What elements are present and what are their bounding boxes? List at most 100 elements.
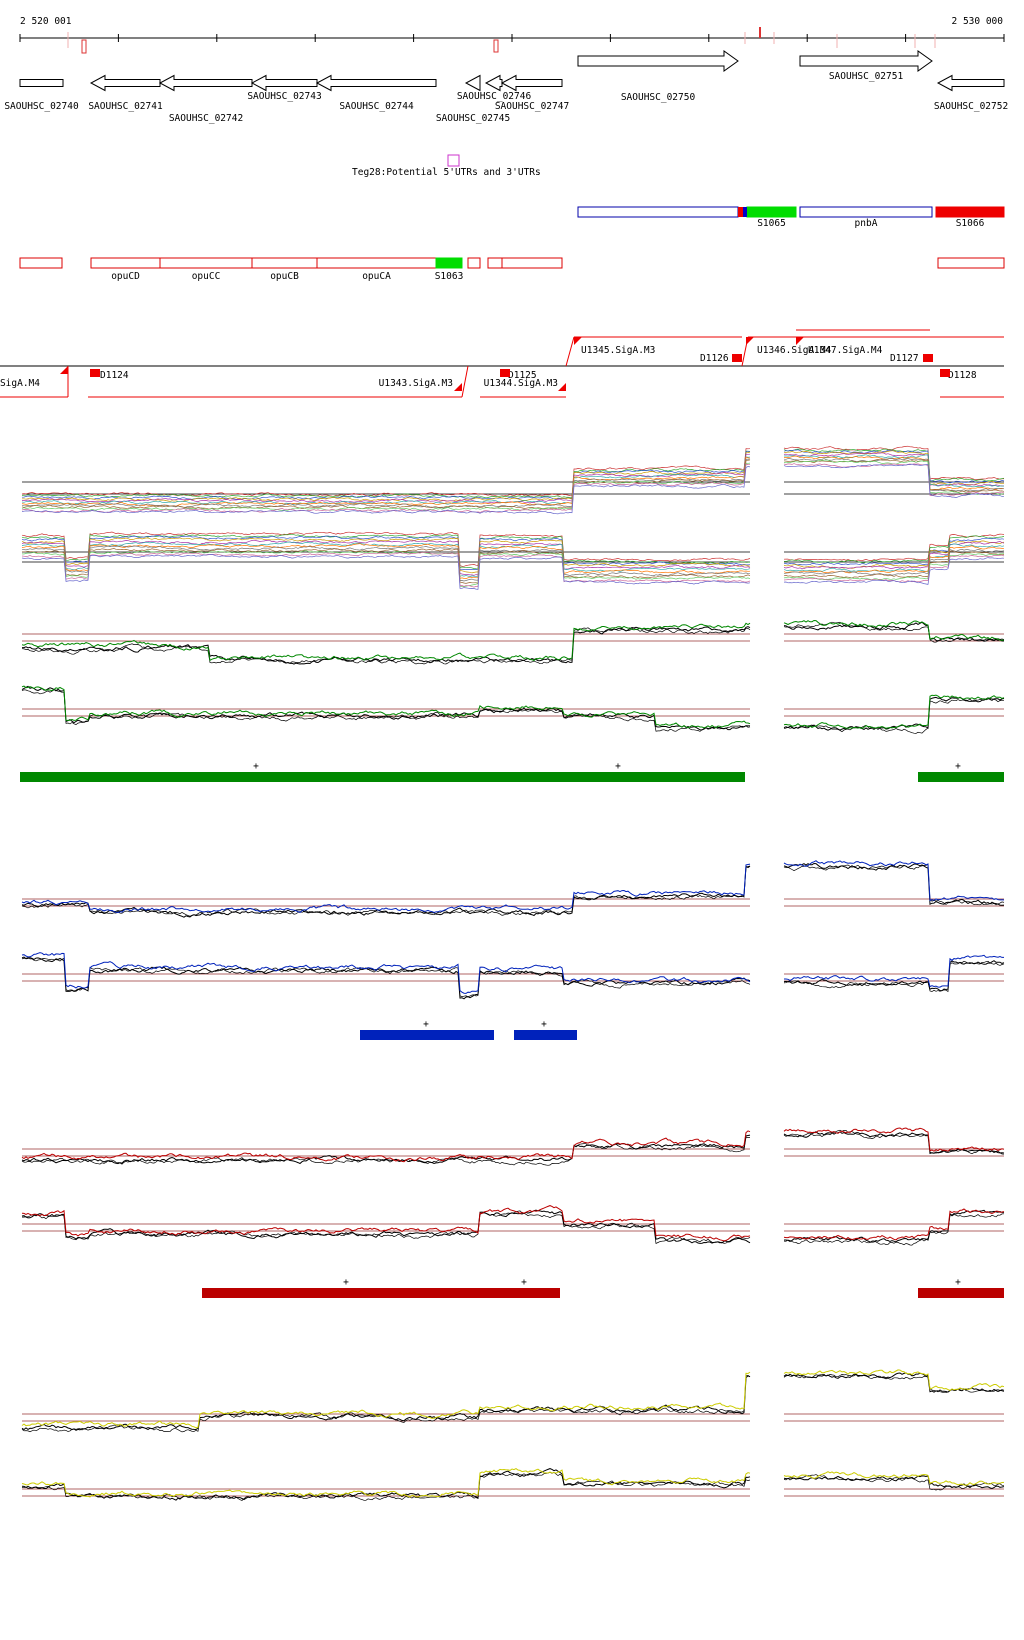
signal-trace xyxy=(783,1475,1005,1490)
ruler-ticks xyxy=(19,34,1005,42)
gene-label: SAOUHSC_02751 xyxy=(829,71,904,82)
segment-label: D1127 xyxy=(890,353,919,364)
signal-trace xyxy=(21,1471,751,1501)
gene-arrow xyxy=(577,50,739,72)
sample-trace xyxy=(783,463,1005,498)
signal-trace xyxy=(22,626,751,665)
signal-trace xyxy=(21,865,751,918)
sample-trace xyxy=(21,456,751,505)
segment-flag xyxy=(454,383,462,391)
gene-label: SAOUHSC_02750 xyxy=(621,92,696,103)
sample-trace xyxy=(783,459,1005,493)
gene-label: SAOUHSC_02744 xyxy=(339,101,414,112)
gene-label: SAOUHSC_02740 xyxy=(4,101,79,112)
signal-trace xyxy=(21,627,751,665)
gene-label: SAOUHSC_02747 xyxy=(495,101,569,112)
sample-trace xyxy=(783,458,1005,492)
feature-label: S1063 xyxy=(435,271,464,282)
feature-box xyxy=(935,206,1005,218)
feature-box xyxy=(467,257,481,269)
sample-trace xyxy=(783,554,1005,583)
teg28-track: Teg28:Potential 5'UTRs and 3'UTRs xyxy=(352,154,541,178)
signal-trace xyxy=(783,1474,1004,1491)
bar-mark: + xyxy=(615,761,621,772)
expression-bar xyxy=(202,1288,560,1298)
segment-label: 42.SigA.M4 xyxy=(0,378,40,389)
segment-label: U1343.SigA.M3 xyxy=(379,378,453,389)
sample-trace xyxy=(21,450,751,499)
gene-arrow xyxy=(315,74,437,92)
segment-block xyxy=(923,354,933,362)
sample-trace xyxy=(21,459,751,510)
signal-trace xyxy=(21,689,751,732)
signal-trace xyxy=(21,956,751,998)
gene-arrow xyxy=(19,79,64,87)
gene-label: SAOUHSC_02741 xyxy=(88,101,163,112)
gene-arrow xyxy=(89,74,161,92)
sample-trace xyxy=(21,535,751,570)
segment-block xyxy=(732,354,742,362)
segment-label: U1344.SigA.M3 xyxy=(484,378,558,389)
segment-block xyxy=(500,369,510,377)
feature-box xyxy=(746,206,797,218)
gene-label: SAOUHSC_02752 xyxy=(934,101,1008,112)
feature-label: opuCA xyxy=(362,271,391,282)
signal-trace xyxy=(21,865,751,917)
expression-bar xyxy=(514,1030,577,1040)
sample-trace xyxy=(21,537,751,574)
segment-block xyxy=(940,369,950,377)
segment-flag xyxy=(796,337,804,345)
sample-trace xyxy=(783,463,1005,496)
signal-trace xyxy=(21,1371,751,1429)
sample-trace xyxy=(21,539,751,576)
signal-trace xyxy=(21,863,751,914)
multi-sample-panel xyxy=(21,445,1005,590)
ruler-marker xyxy=(81,39,87,54)
gene-arrow xyxy=(158,74,253,92)
feature-box xyxy=(799,206,933,218)
feature-box xyxy=(159,257,253,269)
ruler-marker xyxy=(493,39,499,53)
segment-track: U1345.SigA.M3 D1126 U1346.SigA.M4U1347.Sig… xyxy=(0,329,1004,398)
signal-trace xyxy=(783,621,1005,643)
sample-trace xyxy=(783,557,1005,585)
signal-trace xyxy=(21,1375,751,1433)
expression-bar xyxy=(918,772,1004,782)
ruler-start-label: 2 520 001 xyxy=(20,16,72,27)
gene-label: SAOUHSC_02743 xyxy=(247,91,321,102)
sample-trace xyxy=(22,548,751,584)
sample-trace xyxy=(783,448,1005,482)
feature-box xyxy=(316,257,437,269)
gene-track: SAOUHSC_02740 SAOUHSC_02741 SAOUHSC_02742 S… xyxy=(4,50,1008,124)
segment-label: D1128 xyxy=(948,370,977,381)
signal-trace xyxy=(783,1127,1005,1152)
signal-trace xyxy=(783,1372,1005,1393)
signal-trace xyxy=(783,1369,1005,1391)
signal-trace xyxy=(21,952,751,994)
feature-label: S1065 xyxy=(757,218,786,229)
signal-trace xyxy=(783,698,1005,734)
sample-trace xyxy=(21,450,751,500)
sample-trace xyxy=(21,453,751,504)
sample-trace xyxy=(783,445,1004,480)
sample-trace xyxy=(783,452,1005,487)
segment-label: D1124 xyxy=(100,370,129,381)
segment-block xyxy=(90,369,100,377)
segment-label: U1347.SigA.M4 xyxy=(808,345,883,356)
lower-feature-track: opuCD opuCC opuCB opuCA S1063 xyxy=(19,257,1005,282)
expression-bar xyxy=(918,1288,1004,1298)
signal-trace xyxy=(783,860,1005,902)
expression-panels: + + + + + + + + xyxy=(20,445,1005,1501)
bar-mark: + xyxy=(541,1019,547,1030)
ruler-end-label: 2 530 000 xyxy=(952,16,1004,27)
bar-mark: + xyxy=(343,1277,349,1288)
teg28-marker xyxy=(447,154,460,167)
sample-trace xyxy=(783,450,1005,486)
segment-label: D1125 xyxy=(508,370,537,381)
segment-flag xyxy=(60,366,68,374)
feature-box xyxy=(90,257,161,269)
bar-mark: + xyxy=(423,1019,429,1030)
expression-bar xyxy=(20,772,745,782)
sample-trace xyxy=(21,551,751,588)
feature-box xyxy=(251,257,318,269)
